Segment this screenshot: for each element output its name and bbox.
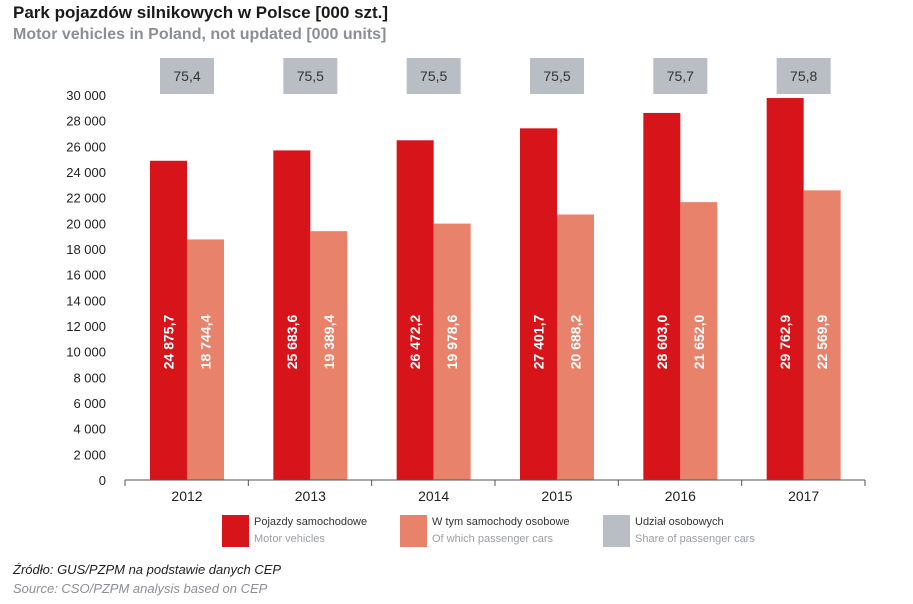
share-value-label: 75,8 xyxy=(790,68,817,84)
y-tick-label: 10 000 xyxy=(66,345,106,360)
y-tick-label: 24 000 xyxy=(66,165,106,180)
y-tick-label: 20 000 xyxy=(66,216,106,231)
legend-label-pl: Pojazdy samochodowe xyxy=(254,516,368,528)
y-tick-label: 22 000 xyxy=(66,191,106,206)
y-tick-label: 4 000 xyxy=(73,422,106,437)
x-tick-label: 2015 xyxy=(541,488,572,504)
bar-passenger-cars xyxy=(803,190,841,480)
bar-passenger-cars xyxy=(557,214,594,480)
x-tick-label: 2014 xyxy=(418,488,449,504)
x-tick-label: 2017 xyxy=(788,488,819,504)
bar-passenger-cars xyxy=(680,202,718,480)
y-tick-label: 14 000 xyxy=(66,293,106,308)
y-tick-label: 2 000 xyxy=(73,447,106,462)
bar-value-label: 27 401,7 xyxy=(531,315,547,370)
bar-value-label: 25 683,6 xyxy=(284,315,300,370)
bar-value-label: 20 688,2 xyxy=(568,315,584,370)
bar-value-label: 29 762,9 xyxy=(777,315,793,370)
share-box xyxy=(406,58,461,94)
share-box xyxy=(160,58,214,94)
bar-motor-vehicles xyxy=(766,98,804,480)
bar-passenger-cars xyxy=(310,231,348,480)
source-note-en: Source: CSO/PZPM analysis based on CEP xyxy=(13,581,268,596)
bar-value-label: 18 744,4 xyxy=(198,315,214,370)
y-tick-label: 12 000 xyxy=(66,319,106,334)
bar-value-label: 24 875,7 xyxy=(161,315,177,370)
source-note-pl: Źródło: GUS/PZPM na podstawie danych CEP xyxy=(13,562,282,577)
share-box xyxy=(776,58,831,94)
share-box xyxy=(530,58,584,94)
bar-value-label: 26 472,2 xyxy=(407,315,423,370)
bar-motor-vehicles xyxy=(396,140,434,480)
chart-title: Park pojazdów silnikowych w Polsce [000 … xyxy=(13,3,389,22)
y-tick-label: 0 xyxy=(99,473,106,488)
share-value-label: 75,5 xyxy=(297,68,324,84)
y-tick-label: 18 000 xyxy=(66,242,106,257)
legend-swatch-passenger-cars xyxy=(400,515,427,547)
share-value-label: 75,4 xyxy=(173,68,200,84)
legend-label-en: Of which passenger cars xyxy=(432,533,554,545)
bar-value-label: 21 652,0 xyxy=(691,315,707,370)
bar-value-label: 28 603,0 xyxy=(654,315,670,370)
share-value-label: 75,7 xyxy=(667,68,694,84)
y-tick-label: 8 000 xyxy=(73,370,106,385)
legend-swatch-share xyxy=(603,515,630,547)
y-tick-label: 6 000 xyxy=(73,396,106,411)
bar-motor-vehicles xyxy=(520,128,557,480)
legend-label-en: Motor vehicles xyxy=(254,533,325,545)
legend-label-en: Share of passenger cars xyxy=(635,533,755,545)
legend-label-pl: Udział osobowych xyxy=(635,516,724,528)
y-tick-label: 28 000 xyxy=(66,114,106,129)
legend-label-pl: W tym samochody osobowe xyxy=(432,516,570,528)
x-tick-label: 2013 xyxy=(295,488,326,504)
y-tick-label: 26 000 xyxy=(66,139,106,154)
y-tick-label: 30 000 xyxy=(66,88,106,103)
x-tick-label: 2016 xyxy=(665,488,696,504)
bar-value-label: 19 978,6 xyxy=(444,315,460,370)
share-value-label: 75,5 xyxy=(420,68,447,84)
bar-value-label: 19 389,4 xyxy=(321,315,337,370)
share-box xyxy=(283,58,338,94)
bar-motor-vehicles xyxy=(643,112,681,481)
bar-value-label: 22 569,9 xyxy=(814,315,830,370)
chart-subtitle: Motor vehicles in Poland, not updated [0… xyxy=(13,26,387,43)
bar-passenger-cars xyxy=(187,239,224,480)
x-tick-label: 2012 xyxy=(171,488,202,504)
share-value-label: 75,5 xyxy=(543,68,570,84)
legend-swatch-motor-vehicles xyxy=(222,515,249,547)
bar-motor-vehicles xyxy=(150,160,187,481)
bar-motor-vehicles xyxy=(273,150,311,480)
y-tick-label: 16 000 xyxy=(66,268,106,283)
share-box xyxy=(653,58,708,94)
bar-passenger-cars xyxy=(433,223,471,480)
